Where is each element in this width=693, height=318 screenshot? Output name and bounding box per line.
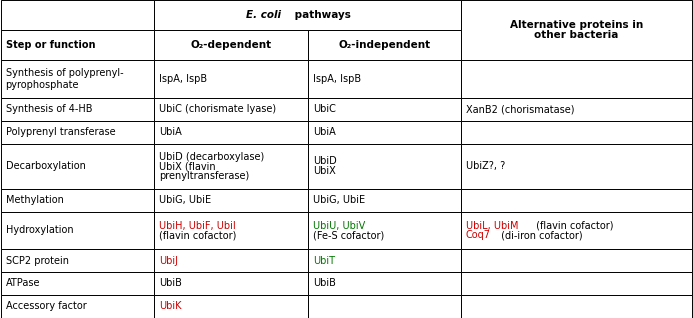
Bar [1,98,154,121]
Bar [308,143,461,189]
Text: UbiA: UbiA [313,127,336,137]
Text: XanB2 (chorismatase): XanB2 (chorismatase) [466,104,574,114]
Bar [154,30,308,60]
Bar [154,211,308,249]
Bar [461,121,692,143]
Bar [308,121,461,143]
Text: UbiL, UbiM: UbiL, UbiM [466,221,518,231]
Text: (di-iron cofactor): (di-iron cofactor) [498,230,583,240]
Text: O₂-independent: O₂-independent [339,40,430,50]
Text: IspA, IspB: IspA, IspB [313,74,361,84]
Text: Synthesis of polyprenyl-
pyrophosphate: Synthesis of polyprenyl- pyrophosphate [6,68,123,90]
Bar [1,211,154,249]
Text: UbiB: UbiB [313,278,336,288]
Bar [1,272,154,295]
Text: prenyltransferase): prenyltransferase) [159,170,249,181]
Text: O₂-dependent: O₂-dependent [191,40,272,50]
Bar [154,60,308,98]
Bar [461,0,692,60]
Text: (Fe-S cofactor): (Fe-S cofactor) [313,230,385,240]
Text: E. coli: E. coli [246,10,281,20]
Text: Synthesis of 4-HB: Synthesis of 4-HB [6,104,92,114]
Text: UbiK: UbiK [159,301,181,311]
Bar [461,249,692,272]
Text: Decarboxylation: Decarboxylation [6,161,85,171]
Bar [461,189,692,211]
Text: Hydroxylation: Hydroxylation [6,225,73,235]
Text: UbiJ: UbiJ [159,256,177,266]
Bar [461,211,692,249]
Text: UbiC (chorismate lyase): UbiC (chorismate lyase) [159,104,276,114]
Bar [308,295,461,318]
Bar [154,98,308,121]
Bar [154,272,308,295]
Text: UbiX (flavin: UbiX (flavin [159,161,216,171]
Text: Accessory factor: Accessory factor [6,301,87,311]
Bar [1,143,154,189]
Bar [1,0,154,30]
Bar [308,272,461,295]
Bar [1,60,154,98]
Text: pathways: pathways [291,10,351,20]
Bar [154,189,308,211]
Text: UbiT: UbiT [313,256,335,266]
Text: UbiZ?, ?: UbiZ?, ? [466,161,505,171]
Bar [308,60,461,98]
Bar [461,98,692,121]
Text: Polyprenyl transferase: Polyprenyl transferase [6,127,115,137]
Text: UbiA: UbiA [159,127,182,137]
Bar [1,295,154,318]
Bar [1,189,154,211]
Text: IspA, IspB: IspA, IspB [159,74,207,84]
Text: UbiX: UbiX [313,166,336,176]
Bar [1,249,154,272]
Bar [154,0,461,30]
Bar [154,121,308,143]
Bar [461,143,692,189]
Text: other bacteria: other bacteria [534,30,619,40]
Bar [308,30,461,60]
Bar [308,211,461,249]
Text: UbiG, UbiE: UbiG, UbiE [159,195,211,205]
Text: UbiB: UbiB [159,278,182,288]
Bar [461,60,692,98]
Text: Coq7: Coq7 [466,230,491,240]
Bar [154,295,308,318]
Bar [154,143,308,189]
Bar [308,98,461,121]
Bar [461,295,692,318]
Text: Alternative proteins in: Alternative proteins in [510,20,643,30]
Text: (flavin cofactor): (flavin cofactor) [159,230,236,240]
Bar [154,249,308,272]
Text: Step or function: Step or function [6,40,95,50]
Text: UbiD (decarboxylase): UbiD (decarboxylase) [159,152,264,162]
Bar [1,30,154,60]
Text: UbiG, UbiE: UbiG, UbiE [313,195,365,205]
Bar [461,272,692,295]
Text: UbiC: UbiC [313,104,336,114]
Bar [308,249,461,272]
Bar [1,121,154,143]
Text: UbiH, UbiF, UbiI: UbiH, UbiF, UbiI [159,221,236,231]
Bar [308,189,461,211]
Text: Methylation: Methylation [6,195,64,205]
Text: SCP2 protein: SCP2 protein [6,256,69,266]
Text: UbiU, UbiV: UbiU, UbiV [313,221,365,231]
Text: ATPase: ATPase [6,278,40,288]
Text: (flavin cofactor): (flavin cofactor) [534,221,614,231]
Text: UbiD: UbiD [313,156,337,166]
